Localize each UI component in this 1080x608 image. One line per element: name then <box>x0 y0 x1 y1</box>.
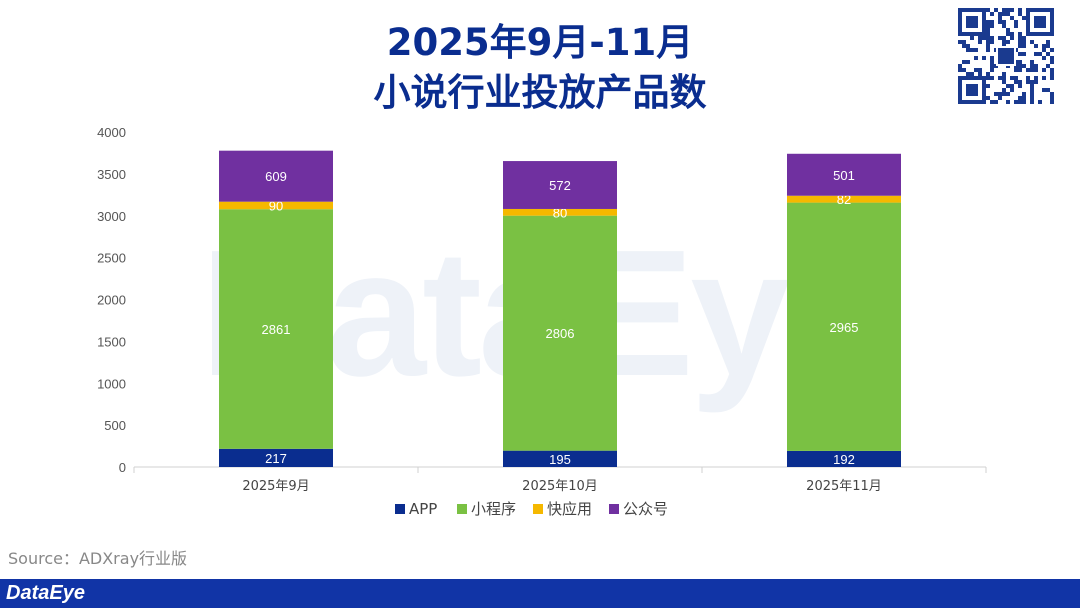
bar-segment <box>219 201 333 210</box>
y-tick-label: 1000 <box>97 376 126 391</box>
data-label: 217 <box>265 451 287 466</box>
stacked-bar-chart: 0 500 1000 1500 2000 2500 3000 3500 4000 217 2861 9… <box>97 125 987 518</box>
bar-segment <box>219 209 333 449</box>
legend-label: 快应用 <box>547 500 592 518</box>
data-label: 609 <box>265 169 287 184</box>
data-label: 501 <box>833 168 855 183</box>
data-label: 192 <box>833 452 855 467</box>
y-tick-label: 3500 <box>97 167 126 182</box>
y-tick-label: 500 <box>104 418 126 433</box>
x-tick-label: 2025年10月 <box>522 479 598 494</box>
data-label: 195 <box>549 452 571 467</box>
chart-title-line2: 小说行业投放产品数 <box>373 71 707 114</box>
y-tick-label: 0 <box>119 460 126 475</box>
brand-logo: DataEye <box>6 582 85 604</box>
y-tick-label: 2500 <box>97 251 126 266</box>
y-tick-label: 3000 <box>97 209 126 224</box>
data-label: 90 <box>269 198 283 213</box>
bar-segment <box>787 450 901 467</box>
data-label: 80 <box>553 205 567 220</box>
bar-segment <box>503 215 617 451</box>
legend-swatch <box>609 504 619 514</box>
legend-swatch <box>533 504 543 514</box>
legend-label: 小程序 <box>471 500 516 518</box>
data-label: 82 <box>837 192 851 207</box>
bar-segment <box>503 161 617 209</box>
data-label: 2806 <box>546 326 575 341</box>
data-label: 2965 <box>830 320 859 335</box>
source-note: Source：ADXray行业版 <box>8 549 188 568</box>
bar-segment <box>787 153 901 196</box>
bar-segment <box>219 448 333 467</box>
legend-swatch <box>457 504 467 514</box>
x-tick-label: 2025年9月 <box>242 479 309 494</box>
legend-label: APP <box>409 500 437 518</box>
legend-swatch <box>395 504 405 514</box>
bar-segment <box>787 195 901 203</box>
y-tick-label: 4000 <box>97 125 126 140</box>
qr-code <box>958 8 1054 104</box>
bar-segment <box>219 150 333 202</box>
data-label: 572 <box>549 178 571 193</box>
data-label: 2861 <box>262 322 291 337</box>
bar-segment <box>787 202 901 451</box>
chart-title-line1: 2025年9月-11月 <box>386 21 694 64</box>
footer-bar: DataEye <box>0 579 1080 608</box>
bar-segment <box>503 450 617 467</box>
legend-label: 公众号 <box>623 500 668 518</box>
y-tick-label: 2000 <box>97 293 126 308</box>
x-tick-label: 2025年11月 <box>806 479 882 494</box>
bar-segment <box>503 208 617 216</box>
y-tick-label: 1500 <box>97 334 126 349</box>
